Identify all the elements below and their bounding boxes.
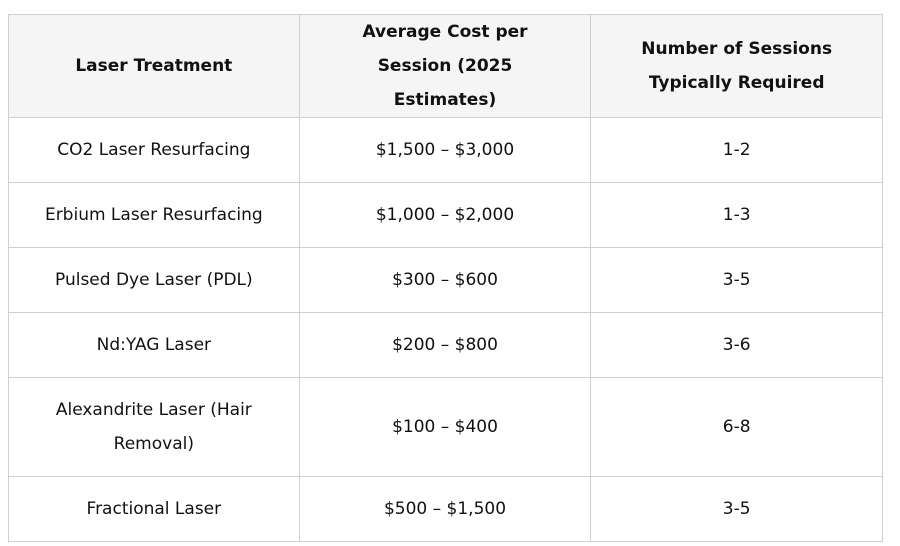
sessions-cell: 1-2 [590, 117, 883, 183]
sessions-cell: 3-5 [590, 476, 883, 542]
treatment-cell: CO2 Laser Resurfacing [8, 117, 300, 183]
table-row: Nd:YAG Laser $200 – $800 3-6 [8, 312, 883, 378]
cost-cell: $500 – $1,500 [298, 476, 592, 542]
cost-cell: $200 – $800 [298, 312, 592, 378]
sessions-cell: 3-6 [590, 312, 883, 378]
treatment-cell: Pulsed Dye Laser (PDL) [8, 247, 300, 313]
cost-cell: $100 – $400 [298, 377, 592, 477]
header-cost: Average Cost per Session (2025 Estimates… [298, 14, 592, 118]
header-row: Laser Treatment Average Cost per Session… [8, 14, 883, 118]
treatment-cell: Erbium Laser Resurfacing [8, 182, 300, 248]
treatment-cell: Alexandrite Laser (Hair Removal) [8, 377, 300, 477]
sessions-cell: 6-8 [590, 377, 883, 477]
header-sessions: Number of Sessions Typically Required [590, 14, 883, 118]
laser-cost-table: Laser Treatment Average Cost per Session… [8, 14, 883, 542]
cost-cell: $300 – $600 [298, 247, 592, 313]
treatment-cell: Fractional Laser [8, 476, 300, 542]
table-row: CO2 Laser Resurfacing $1,500 – $3,000 1-2 [8, 117, 883, 183]
header-treatment: Laser Treatment [8, 14, 300, 118]
table-row: Erbium Laser Resurfacing $1,000 – $2,000 1… [8, 182, 883, 248]
cost-cell: $1,500 – $3,000 [298, 117, 592, 183]
cost-cell: $1,000 – $2,000 [298, 182, 592, 248]
sessions-cell: 1-3 [590, 182, 883, 248]
table-row: Fractional Laser $500 – $1,500 3-5 [8, 476, 883, 542]
table-row: Alexandrite Laser (Hair Removal) $100 – $… [8, 377, 883, 477]
treatment-cell: Nd:YAG Laser [8, 312, 300, 378]
sessions-cell: 3-5 [590, 247, 883, 313]
table-row: Pulsed Dye Laser (PDL) $300 – $600 3-5 [8, 247, 883, 313]
